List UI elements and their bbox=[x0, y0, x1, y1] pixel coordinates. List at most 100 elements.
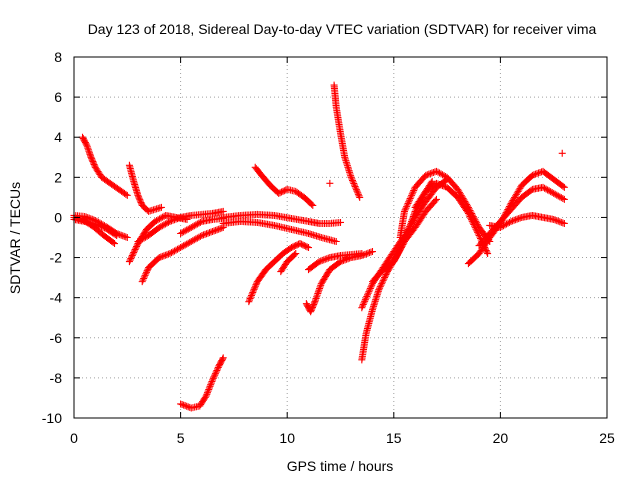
data-point bbox=[161, 220, 169, 228]
data-point bbox=[320, 256, 328, 264]
data-point bbox=[157, 253, 165, 261]
data-point bbox=[557, 194, 565, 202]
data-point bbox=[212, 226, 220, 234]
data-point bbox=[133, 241, 141, 249]
data-point bbox=[551, 216, 559, 224]
data-point bbox=[343, 255, 351, 263]
data-point bbox=[207, 379, 215, 387]
data-point bbox=[510, 216, 518, 224]
data-point bbox=[310, 299, 318, 307]
data-point bbox=[399, 241, 407, 249]
data-point bbox=[534, 169, 542, 177]
data-point bbox=[192, 221, 200, 229]
data-point bbox=[512, 216, 520, 224]
data-point bbox=[305, 244, 313, 252]
data-point bbox=[172, 246, 180, 254]
data-point bbox=[202, 392, 210, 400]
series-arc-q bbox=[305, 250, 366, 274]
data-point bbox=[208, 377, 216, 385]
data-point bbox=[559, 182, 567, 190]
data-point bbox=[247, 292, 255, 300]
series-arc-j bbox=[177, 214, 227, 237]
data-point bbox=[351, 183, 359, 191]
data-point bbox=[470, 220, 478, 228]
data-point bbox=[508, 198, 516, 206]
data-point bbox=[135, 237, 143, 245]
data-point bbox=[186, 224, 194, 232]
data-point bbox=[311, 298, 319, 306]
series-arc-p bbox=[302, 248, 376, 316]
data-point bbox=[209, 374, 217, 382]
data-point bbox=[405, 198, 413, 206]
data-point bbox=[130, 247, 138, 255]
data-point bbox=[189, 237, 197, 245]
data-point bbox=[181, 227, 189, 235]
data-point bbox=[383, 269, 391, 277]
data-point bbox=[408, 217, 416, 225]
data-point bbox=[164, 250, 172, 258]
data-point bbox=[207, 381, 215, 389]
data-point bbox=[396, 245, 404, 253]
data-point bbox=[153, 217, 161, 225]
data-point bbox=[201, 230, 209, 238]
data-point bbox=[365, 249, 373, 257]
data-point bbox=[434, 168, 442, 176]
data-point bbox=[557, 218, 565, 226]
data-point bbox=[378, 278, 386, 286]
data-point bbox=[123, 234, 131, 241]
data-point bbox=[111, 231, 119, 239]
data-point bbox=[111, 240, 119, 248]
data-point bbox=[169, 216, 177, 224]
data-point bbox=[127, 255, 135, 263]
series-arc-k bbox=[219, 210, 344, 227]
data-point bbox=[201, 393, 209, 401]
data-point bbox=[361, 250, 369, 258]
data-point bbox=[512, 190, 520, 198]
data-point bbox=[440, 172, 448, 180]
data-point bbox=[358, 304, 366, 312]
data-point bbox=[189, 223, 197, 231]
data-point bbox=[377, 281, 385, 289]
data-point bbox=[395, 248, 403, 256]
data-point bbox=[177, 244, 185, 252]
data-point bbox=[378, 280, 386, 288]
data-point bbox=[218, 224, 226, 232]
data-point bbox=[402, 234, 410, 242]
data-point bbox=[423, 171, 431, 179]
data-point bbox=[465, 211, 473, 219]
data-point bbox=[204, 387, 212, 395]
y-tick-label: -4 bbox=[50, 290, 63, 306]
data-point bbox=[559, 195, 567, 203]
data-point bbox=[184, 225, 192, 233]
series-arc-i bbox=[177, 354, 227, 412]
data-point bbox=[544, 186, 552, 194]
data-point bbox=[317, 281, 325, 289]
data-point bbox=[501, 221, 509, 229]
data-point bbox=[122, 233, 130, 241]
data-point bbox=[553, 217, 561, 225]
data-point bbox=[140, 275, 148, 283]
data-point bbox=[183, 402, 191, 410]
data-point bbox=[403, 201, 411, 209]
data-point bbox=[510, 195, 518, 203]
data-point bbox=[141, 271, 149, 279]
data-point bbox=[181, 241, 189, 249]
data-point bbox=[401, 206, 409, 214]
data-point bbox=[161, 251, 169, 259]
y-axis-label: SDTVAR / TECUs bbox=[7, 182, 23, 294]
x-tick-label: 5 bbox=[177, 430, 185, 446]
data-point bbox=[559, 219, 567, 227]
data-point bbox=[323, 255, 331, 263]
data-point bbox=[368, 248, 376, 256]
data-point bbox=[400, 207, 408, 215]
data-point bbox=[130, 249, 138, 257]
y-tick-label: 0 bbox=[54, 209, 62, 225]
data-point bbox=[198, 231, 206, 239]
data-point bbox=[472, 225, 480, 233]
data-point bbox=[434, 180, 442, 188]
data-point bbox=[202, 230, 210, 238]
data-point bbox=[403, 203, 411, 211]
data-point bbox=[155, 223, 163, 231]
data-point bbox=[210, 227, 218, 235]
data-point bbox=[349, 178, 357, 186]
